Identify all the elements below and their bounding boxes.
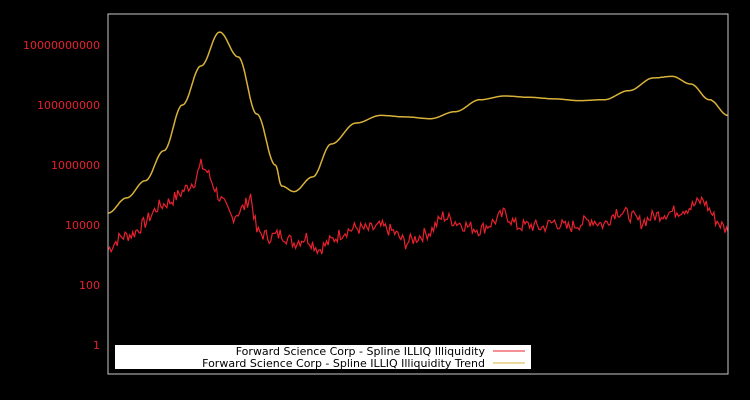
y-tick-label: 1000000 — [51, 159, 100, 172]
illiquidity-line — [107, 158, 729, 256]
legend: Forward Science Corp - Spline ILLIQ Illi… — [115, 345, 531, 370]
y-tick-label: 10000 — [65, 219, 100, 232]
legend-box — [115, 345, 531, 369]
legend-label-trend: Forward Science Corp - Spline ILLIQ Illi… — [202, 357, 485, 370]
y-tick-label: 10000000000 — [23, 39, 100, 52]
y-axis-ticks: 1 100 10000 1000000 100000000 10000000000 — [23, 39, 100, 352]
illiquidity-trend-line — [107, 31, 729, 214]
series-lines — [107, 31, 729, 256]
y-tick-label: 100 — [79, 279, 100, 292]
legend-label-illiquidity: Forward Science Corp - Spline ILLIQ Illi… — [236, 345, 486, 358]
y-tick-label: 100000000 — [37, 99, 100, 112]
y-tick-label: 1 — [93, 339, 100, 352]
plot-frame — [107, 13, 729, 375]
